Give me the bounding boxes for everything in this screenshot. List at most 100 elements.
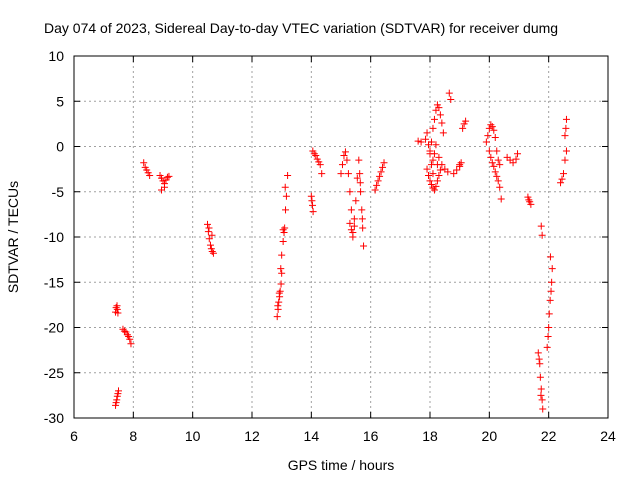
data-point xyxy=(426,177,434,185)
data-point xyxy=(435,104,443,112)
data-point xyxy=(537,222,545,230)
data-point xyxy=(430,150,438,158)
data-point xyxy=(281,224,289,232)
chart-title: Day 074 of 2023, Sidereal Day-to-day VTE… xyxy=(44,20,558,36)
data-point xyxy=(337,170,345,178)
data-point xyxy=(560,170,567,178)
data-point xyxy=(350,215,358,223)
data-point xyxy=(447,95,455,103)
data-point xyxy=(432,182,440,190)
data-point xyxy=(436,166,444,174)
x-tick-label: 14 xyxy=(304,428,320,444)
data-point xyxy=(113,396,121,404)
data-point xyxy=(487,153,495,161)
data-point xyxy=(343,156,351,164)
data-point xyxy=(453,166,461,174)
data-point xyxy=(146,171,154,179)
data-point xyxy=(350,222,358,230)
y-tick-label: 5 xyxy=(56,93,64,109)
y-tick-label: -5 xyxy=(52,184,65,200)
data-point xyxy=(457,159,465,167)
data-point xyxy=(204,220,211,228)
y-tick-label: -10 xyxy=(44,229,64,245)
data-point xyxy=(355,156,363,164)
data-point xyxy=(537,391,545,399)
data-point xyxy=(309,201,317,209)
data-point xyxy=(539,405,547,413)
data-point xyxy=(548,265,556,273)
data-point xyxy=(356,170,364,178)
data-point xyxy=(562,124,570,132)
data-point xyxy=(423,129,431,137)
data-point xyxy=(284,171,292,179)
data-point xyxy=(488,159,496,167)
data-point xyxy=(491,133,499,141)
data-point xyxy=(462,117,470,125)
data-point xyxy=(374,177,382,185)
data-point xyxy=(377,168,385,176)
data-point xyxy=(373,181,381,189)
y-tick-label: -30 xyxy=(44,410,64,426)
data-point xyxy=(423,165,431,173)
data-point xyxy=(497,195,505,203)
data-point xyxy=(318,170,326,178)
data-point xyxy=(514,150,522,158)
data-point xyxy=(340,152,348,160)
data-point xyxy=(344,170,352,178)
data-point xyxy=(427,181,435,189)
data-point xyxy=(444,168,452,176)
data-point xyxy=(438,161,446,169)
data-point xyxy=(358,215,366,223)
data-point xyxy=(114,309,122,317)
y-tick-label: -20 xyxy=(44,320,64,336)
x-tick-label: 22 xyxy=(541,428,557,444)
data-point xyxy=(353,174,361,182)
data-point xyxy=(512,155,520,163)
data-point xyxy=(115,387,122,395)
data-point xyxy=(277,280,285,288)
data-point xyxy=(276,287,284,295)
data-point xyxy=(417,138,425,146)
data-point xyxy=(349,228,357,236)
data-point xyxy=(356,179,364,187)
data-point xyxy=(490,162,498,170)
data-point xyxy=(430,115,438,123)
data-point xyxy=(308,197,316,205)
data-point xyxy=(309,208,317,216)
data-point xyxy=(357,188,365,196)
x-tick-label: 16 xyxy=(363,428,379,444)
data-point xyxy=(488,123,496,131)
data-point xyxy=(546,253,554,261)
data-point xyxy=(126,335,134,343)
y-tick-label: 0 xyxy=(56,139,64,155)
data-point xyxy=(545,324,553,331)
data-point xyxy=(427,161,435,169)
data-point xyxy=(429,156,437,164)
data-point xyxy=(558,175,566,183)
data-point xyxy=(316,161,324,169)
x-tick-label: 6 xyxy=(70,428,78,444)
data-point xyxy=(544,333,552,341)
x-tick-label: 24 xyxy=(600,428,616,444)
data-point xyxy=(494,177,502,185)
data-point xyxy=(338,161,346,169)
data-point xyxy=(561,156,569,164)
data-point xyxy=(547,287,555,295)
data-point xyxy=(484,132,492,140)
data-point xyxy=(274,302,282,310)
data-point xyxy=(496,183,504,191)
data-point xyxy=(379,163,387,171)
data-point xyxy=(450,170,458,178)
data-point xyxy=(456,161,464,169)
data-point xyxy=(430,186,438,194)
data-point xyxy=(346,188,354,196)
data-point xyxy=(561,132,569,140)
data-point xyxy=(496,161,504,169)
data-points xyxy=(112,89,570,413)
data-point xyxy=(509,159,517,167)
data-point xyxy=(536,373,544,381)
data-point xyxy=(205,224,213,232)
data-point xyxy=(160,183,168,191)
data-point xyxy=(208,231,216,239)
axis-ticks: 6 8 10 12 14 16 18 20 22 24 -30 -25 -20 -15 -10 -5 0 5 10 xyxy=(44,48,616,444)
